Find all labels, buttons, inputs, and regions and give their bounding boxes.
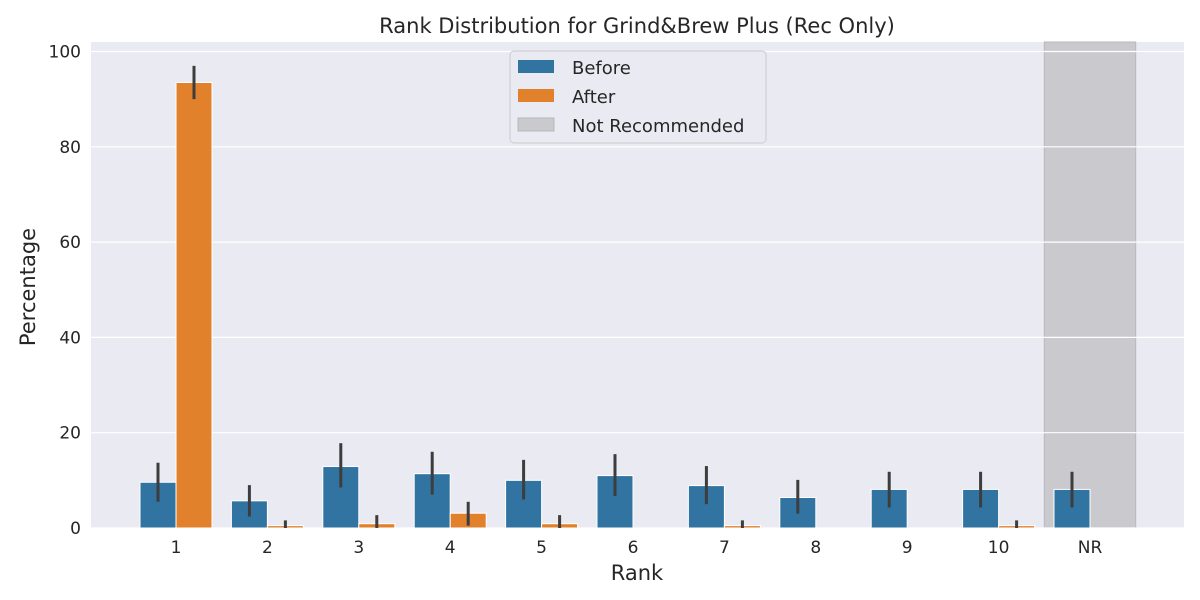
bar-after-1 [175, 82, 213, 529]
x-tick-label: 9 [902, 538, 913, 558]
x-tick-label: NR [1078, 538, 1103, 558]
y-axis-title: Percentage [16, 228, 40, 346]
x-tick-label: 5 [536, 538, 547, 558]
y-tick-label: 40 [59, 328, 81, 348]
y-tick-label: 0 [70, 519, 81, 539]
legend-frame [509, 50, 767, 144]
legend-swatch-not-recommended [517, 117, 555, 132]
bar-before-6 [596, 475, 634, 529]
x-tick-label: 8 [810, 538, 821, 558]
y-tick-label: 60 [59, 233, 81, 253]
y-tick-label: 80 [59, 138, 81, 158]
x-tick-label: 3 [353, 538, 364, 558]
legend: Before After Not Recommended [509, 50, 767, 144]
chart-title: Rank Distribution for Grind&Brew Plus (R… [379, 14, 895, 38]
x-tick-label: 4 [445, 538, 456, 558]
legend-label-not-recommended: Not Recommended [572, 116, 744, 137]
legend-swatch-after [518, 89, 554, 102]
not-recommended-band [1043, 41, 1137, 529]
x-tick-label: 1 [171, 538, 182, 558]
y-tick-label: 100 [49, 43, 81, 63]
x-tick-label: 10 [988, 538, 1010, 558]
legend-label-after: After [572, 87, 616, 108]
legend-swatch-before [518, 60, 554, 73]
x-tick-label: 7 [719, 538, 730, 558]
y-tick-label: 20 [59, 424, 81, 444]
x-tick-label: 2 [262, 538, 273, 558]
x-axis-title: Rank [611, 561, 664, 585]
x-tick-label: 6 [628, 538, 639, 558]
legend-label-before: Before [572, 58, 631, 79]
